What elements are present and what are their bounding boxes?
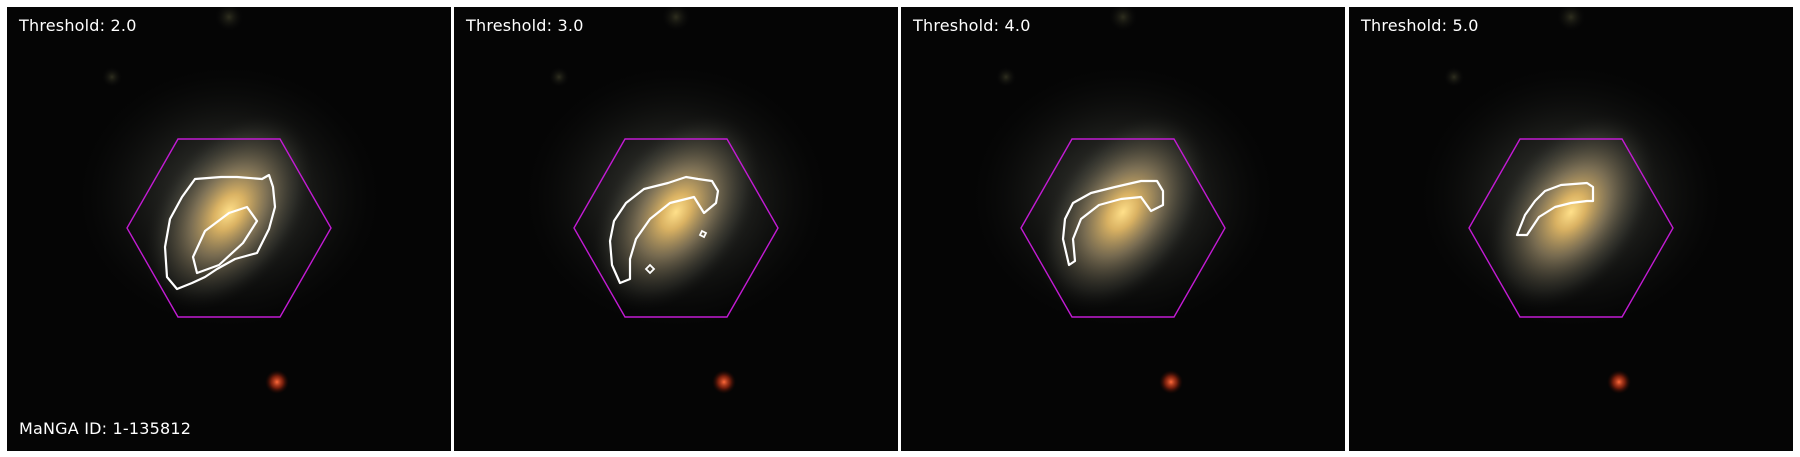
contour-outer [608, 175, 720, 285]
galaxy-image [973, 7, 1273, 394]
ifu-hexagon [1020, 138, 1226, 318]
contour-blob [644, 263, 656, 275]
background-source [215, 7, 243, 31]
background-source [1109, 7, 1137, 31]
red-star [265, 370, 289, 394]
galaxy-panel-threshold-4: Threshold: 4.0 [901, 7, 1345, 451]
galaxy-disk [590, 113, 762, 311]
contour-outer [1515, 181, 1595, 237]
background-source [662, 7, 690, 31]
ifu-hexagon [573, 138, 779, 318]
galaxy-image [1421, 7, 1721, 394]
red-star [712, 370, 736, 394]
galaxy-image [526, 7, 826, 394]
galaxy-panel-threshold-2: Threshold: 2.0 MaNGA ID: 1-135812 [7, 7, 451, 451]
galaxy-disk [1037, 113, 1209, 311]
background-source [996, 67, 1016, 87]
contour-outer [163, 173, 277, 291]
contour-inner [191, 205, 259, 275]
ifu-hexagon [1468, 138, 1674, 318]
galaxy-panel-threshold-5: Threshold: 5.0 [1349, 7, 1793, 451]
background-source [102, 67, 122, 87]
manga-id-label: MaNGA ID: 1-135812 [19, 419, 192, 438]
background-source [1557, 7, 1585, 31]
background-source [549, 67, 569, 87]
threshold-label: Threshold: 3.0 [466, 16, 584, 35]
background-source [1444, 67, 1464, 87]
ifu-hexagon [126, 138, 332, 318]
threshold-label: Threshold: 4.0 [913, 16, 1031, 35]
galaxy-disk [1485, 113, 1657, 311]
threshold-label: Threshold: 2.0 [19, 16, 137, 35]
red-star [1159, 370, 1183, 394]
threshold-label: Threshold: 5.0 [1361, 16, 1479, 35]
contour-outer [1061, 179, 1165, 267]
galaxy-image [79, 7, 379, 394]
galaxy-panel-threshold-3: Threshold: 3.0 [454, 7, 898, 451]
red-star [1607, 370, 1631, 394]
contour-blob [698, 229, 708, 239]
